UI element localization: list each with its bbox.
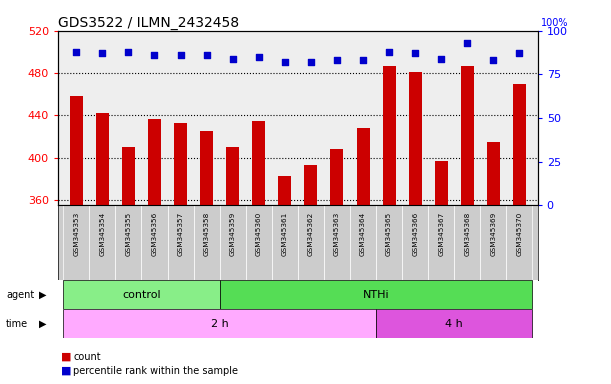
Text: GSM345365: GSM345365 (386, 212, 392, 256)
Text: GDS3522 / ILMN_2432458: GDS3522 / ILMN_2432458 (58, 16, 239, 30)
Bar (70, 96, 83, 205)
Point (176, 52, 186, 58)
Bar (167, 205, 194, 280)
Text: GSM345368: GSM345368 (464, 212, 470, 256)
Bar (272, 205, 298, 280)
Text: time: time (6, 318, 28, 329)
Text: GSM345362: GSM345362 (308, 212, 314, 256)
Bar (409, 72, 422, 205)
Bar (402, 205, 428, 280)
Point (514, 50, 524, 56)
Bar (246, 205, 272, 280)
Bar (487, 142, 500, 205)
Bar (64, 205, 89, 280)
Text: GSM345358: GSM345358 (203, 212, 210, 256)
Text: control: control (122, 290, 161, 300)
Point (71, 49, 81, 55)
Point (332, 57, 342, 63)
Text: GSM345361: GSM345361 (282, 212, 288, 256)
Bar (356, 128, 370, 205)
Text: GSM345357: GSM345357 (178, 212, 183, 256)
Text: NTHi: NTHi (363, 290, 389, 300)
Bar (226, 147, 240, 205)
Text: GSM345359: GSM345359 (230, 212, 236, 256)
Point (306, 59, 316, 65)
Point (384, 49, 394, 55)
Text: GSM345364: GSM345364 (360, 212, 366, 256)
Bar (252, 121, 265, 205)
Text: GSM345360: GSM345360 (256, 212, 262, 256)
Bar (382, 66, 395, 205)
Point (358, 57, 368, 63)
Bar (376, 205, 402, 280)
Bar (376, 309, 532, 338)
Bar (174, 123, 187, 205)
Text: GSM345370: GSM345370 (516, 212, 522, 256)
Bar (428, 205, 454, 280)
Bar (507, 205, 532, 280)
Bar (115, 205, 142, 280)
Text: count: count (73, 352, 101, 362)
Bar (142, 205, 167, 280)
Bar (279, 176, 291, 205)
Point (488, 57, 498, 63)
Bar (89, 205, 115, 280)
Bar (148, 119, 161, 205)
Text: GSM345355: GSM345355 (125, 212, 131, 256)
Point (228, 56, 238, 62)
Point (98, 50, 108, 56)
Bar (304, 165, 317, 205)
Text: GSM345353: GSM345353 (73, 212, 79, 256)
Text: ■: ■ (61, 352, 71, 362)
Bar (220, 205, 246, 280)
Text: 2 h: 2 h (211, 318, 229, 329)
Bar (331, 149, 343, 205)
Bar (122, 147, 135, 205)
Text: 4 h: 4 h (445, 318, 463, 329)
Bar (324, 205, 350, 280)
Bar (64, 309, 376, 338)
Text: percentile rank within the sample: percentile rank within the sample (73, 366, 238, 376)
Text: agent: agent (6, 290, 34, 300)
Text: 100%: 100% (541, 18, 568, 28)
Point (150, 52, 159, 58)
Text: GSM345369: GSM345369 (491, 212, 496, 256)
Point (436, 56, 446, 62)
Bar (298, 205, 324, 280)
Point (254, 54, 264, 60)
Bar (350, 205, 376, 280)
Text: ■: ■ (61, 366, 71, 376)
Bar (194, 205, 220, 280)
Bar (513, 84, 526, 205)
Bar (480, 205, 507, 280)
Text: GSM345366: GSM345366 (412, 212, 418, 256)
Text: GSM345354: GSM345354 (100, 212, 105, 256)
Point (123, 49, 133, 55)
Text: GSM345356: GSM345356 (152, 212, 158, 256)
Bar (454, 205, 480, 280)
Bar (96, 113, 109, 205)
Bar (64, 280, 220, 309)
Point (280, 59, 290, 65)
Text: GSM345367: GSM345367 (438, 212, 444, 256)
Bar (200, 131, 213, 205)
Text: ▶: ▶ (39, 318, 46, 329)
Point (410, 50, 420, 56)
Bar (461, 66, 474, 205)
Point (463, 40, 472, 46)
Text: ▶: ▶ (39, 290, 46, 300)
Bar (220, 280, 532, 309)
Point (202, 52, 211, 58)
Text: GSM345363: GSM345363 (334, 212, 340, 256)
Bar (434, 161, 448, 205)
